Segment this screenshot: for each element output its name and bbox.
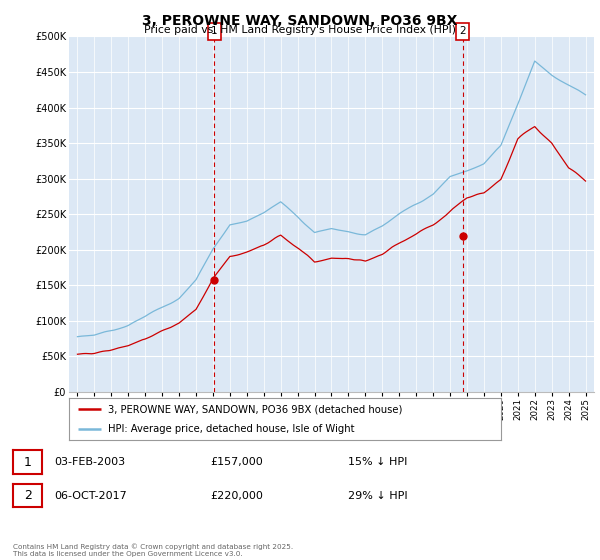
Text: 3, PEROWNE WAY, SANDOWN, PO36 9BX (detached house): 3, PEROWNE WAY, SANDOWN, PO36 9BX (detac… bbox=[108, 404, 402, 414]
Text: Price paid vs. HM Land Registry's House Price Index (HPI): Price paid vs. HM Land Registry's House … bbox=[144, 25, 456, 35]
Text: HPI: Average price, detached house, Isle of Wight: HPI: Average price, detached house, Isle… bbox=[108, 424, 355, 434]
Text: 2: 2 bbox=[460, 26, 466, 36]
Text: 3, PEROWNE WAY, SANDOWN, PO36 9BX: 3, PEROWNE WAY, SANDOWN, PO36 9BX bbox=[142, 14, 458, 28]
Text: Contains HM Land Registry data © Crown copyright and database right 2025.
This d: Contains HM Land Registry data © Crown c… bbox=[13, 544, 293, 557]
Text: 2: 2 bbox=[23, 489, 32, 502]
Text: 1: 1 bbox=[23, 455, 32, 469]
Text: 29% ↓ HPI: 29% ↓ HPI bbox=[348, 491, 407, 501]
Text: 03-FEB-2003: 03-FEB-2003 bbox=[54, 457, 125, 467]
Text: 1: 1 bbox=[211, 26, 218, 36]
Text: £157,000: £157,000 bbox=[210, 457, 263, 467]
Text: £220,000: £220,000 bbox=[210, 491, 263, 501]
Text: 15% ↓ HPI: 15% ↓ HPI bbox=[348, 457, 407, 467]
Text: 06-OCT-2017: 06-OCT-2017 bbox=[54, 491, 127, 501]
